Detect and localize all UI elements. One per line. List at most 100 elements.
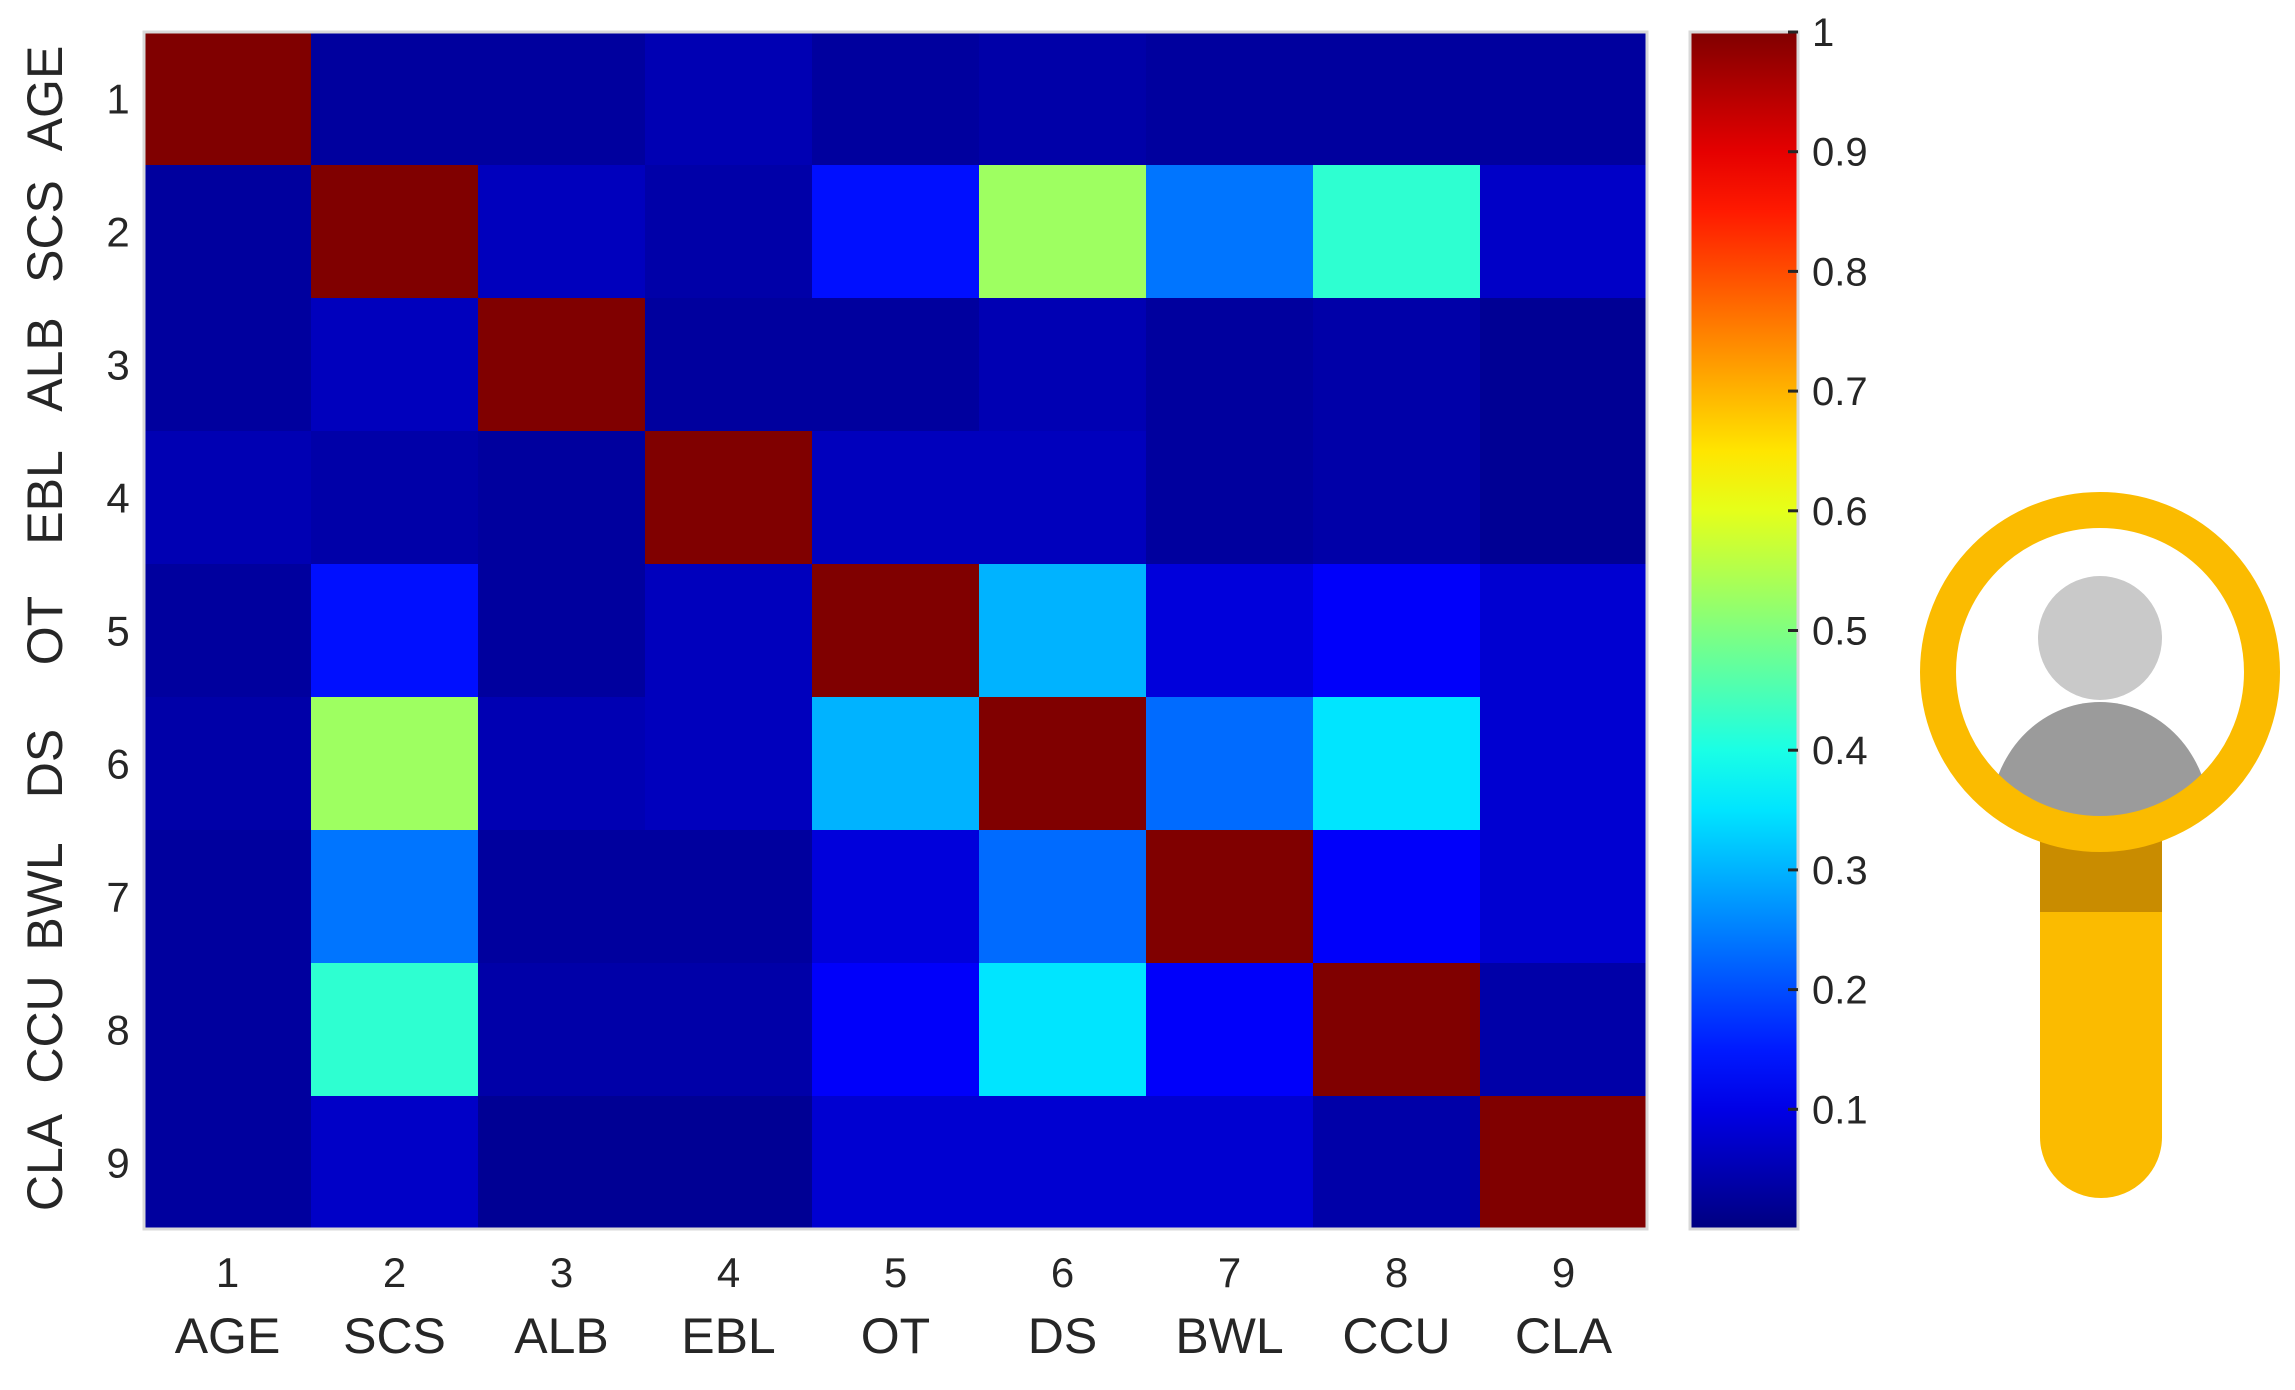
heatmap-cell-r1-c6 — [979, 32, 1147, 166]
heatmap-cell-r2-c2 — [311, 165, 479, 299]
heatmap-cell-r1-c4 — [645, 32, 813, 166]
x-tick-name: CCU — [1342, 1308, 1450, 1364]
heatmap-cell-r3-c3 — [478, 298, 646, 432]
magnifier-ring — [1920, 492, 2280, 852]
heatmap-cell-r7-c6 — [979, 830, 1147, 964]
x-tick-number: 6 — [1051, 1249, 1074, 1296]
y-tick-name: CCU — [17, 975, 73, 1083]
heatmap-cell-r4-c8 — [1313, 431, 1481, 565]
heatmap-cell-r9-c5 — [812, 1096, 980, 1230]
heatmap-cell-r2-c1 — [144, 165, 312, 299]
colorbar-tick-label: 0.8 — [1812, 250, 1868, 294]
x-tick-name: AGE — [175, 1308, 281, 1364]
heatmap-cell-r9-c9 — [1480, 1096, 1648, 1230]
heatmap-cell-r6-c2 — [311, 697, 479, 831]
y-tick-number: 4 — [106, 475, 129, 522]
y-tick-name: AGE — [17, 46, 73, 152]
magnifying-glass-person-icon — [1920, 492, 2280, 1198]
heatmap-cell-r6-c3 — [478, 697, 646, 831]
colorbar-tick-label: 0.6 — [1812, 490, 1868, 534]
colorbar-tick-label: 0.4 — [1812, 729, 1868, 773]
heatmap-cell-r3-c9 — [1480, 298, 1648, 432]
colorbar-tick-label: 0.2 — [1812, 969, 1868, 1013]
heatmap-cell-r3-c1 — [144, 298, 312, 432]
x-tick-number: 5 — [884, 1249, 907, 1296]
heatmap-cell-r9-c7 — [1146, 1096, 1314, 1230]
y-tick-name: SCS — [17, 180, 73, 283]
y-tick-number: 3 — [106, 342, 129, 389]
heatmap-cell-r3-c6 — [979, 298, 1147, 432]
heatmap-cell-r3-c8 — [1313, 298, 1481, 432]
x-tick-name: BWL — [1175, 1308, 1283, 1364]
heatmap-cell-r2-c8 — [1313, 165, 1481, 299]
colorbar-tick-label: 1 — [1812, 11, 1834, 55]
heatmap-cell-r3-c5 — [812, 298, 980, 432]
heatmap-cell-r2-c7 — [1146, 165, 1314, 299]
heatmap-cell-r2-c4 — [645, 165, 813, 299]
heatmap-cell-r8-c4 — [645, 963, 813, 1097]
heatmap-cell-r1-c1 — [144, 32, 312, 166]
heatmap-cell-r5-c2 — [311, 564, 479, 698]
person-head — [2038, 576, 2162, 700]
heatmap-cell-r7-c3 — [478, 830, 646, 964]
x-tick-number: 8 — [1385, 1249, 1408, 1296]
heatmap-cell-r6-c9 — [1480, 697, 1648, 831]
heatmap-cell-r9-c6 — [979, 1096, 1147, 1230]
y-tick-name: BWL — [17, 842, 73, 950]
heatmap-cell-r1-c9 — [1480, 32, 1648, 166]
colorbar-tick-label: 0.1 — [1812, 1088, 1868, 1132]
heatmap-cell-r7-c2 — [311, 830, 479, 964]
heatmap-cell-r9-c1 — [144, 1096, 312, 1230]
x-tick-number: 1 — [216, 1249, 239, 1296]
heatmap-cell-r7-c7 — [1146, 830, 1314, 964]
heatmap-cell-r5-c6 — [979, 564, 1147, 698]
colorbar-gradient — [1688, 30, 1800, 1231]
heatmap-cell-r1-c5 — [812, 32, 980, 166]
heatmap-cell-r8-c2 — [311, 963, 479, 1097]
heatmap-cell-r3-c7 — [1146, 298, 1314, 432]
heatmap-cell-r6-c5 — [812, 697, 980, 831]
y-axis-ticks: AGE 1 SCS 2 ALB 3 EBL 4 OT 5 DS 6 BWL 7 CCU 8 CLA 9 — [17, 46, 130, 1211]
x-tick-name: DS — [1028, 1308, 1097, 1364]
colorbar-tick-label: 0.3 — [1812, 849, 1868, 893]
heatmap-cell-r4-c2 — [311, 431, 479, 565]
heatmap-cells — [144, 32, 1648, 1230]
heatmap-cell-r7-c9 — [1480, 830, 1648, 964]
x-tick-name: ALB — [514, 1308, 609, 1364]
y-tick-number: 1 — [106, 76, 129, 123]
y-tick-name: ALB — [17, 317, 73, 412]
y-tick-name: EBL — [17, 450, 73, 545]
heatmap-cell-r8-c8 — [1313, 963, 1481, 1097]
x-tick-number: 9 — [1552, 1249, 1575, 1296]
y-tick-number: 5 — [106, 608, 129, 655]
heatmap-cell-r4-c9 — [1480, 431, 1648, 565]
y-tick-number: 8 — [106, 1007, 129, 1054]
heatmap-cell-r4-c3 — [478, 431, 646, 565]
heatmap-cell-r4-c5 — [812, 431, 980, 565]
heatmap-cell-r8-c5 — [812, 963, 980, 1097]
heatmap-cell-r5-c7 — [1146, 564, 1314, 698]
colorbar-tick-label: 0.7 — [1812, 370, 1868, 414]
heatmap-cell-r4-c1 — [144, 431, 312, 565]
x-tick-number: 3 — [550, 1249, 573, 1296]
y-tick-number: 7 — [106, 874, 129, 921]
heatmap-cell-r4-c6 — [979, 431, 1147, 565]
heatmap-cell-r5-c4 — [645, 564, 813, 698]
x-tick-name: OT — [861, 1308, 930, 1364]
heatmap-cell-r9-c2 — [311, 1096, 479, 1230]
y-tick-number: 9 — [106, 1140, 129, 1187]
heatmap-cell-r2-c6 — [979, 165, 1147, 299]
heatmap-cell-r7-c1 — [144, 830, 312, 964]
x-tick-name: CLA — [1515, 1308, 1613, 1364]
heatmap-cell-r6-c4 — [645, 697, 813, 831]
y-tick-name: DS — [17, 729, 73, 798]
y-tick-number: 6 — [106, 741, 129, 788]
plot-frame — [142, 30, 1649, 1231]
x-tick-number: 2 — [383, 1249, 406, 1296]
heatmap-cell-r7-c5 — [812, 830, 980, 964]
heatmap-cell-r4-c7 — [1146, 431, 1314, 565]
x-tick-number: 4 — [717, 1249, 740, 1296]
heatmap-cell-r9-c3 — [478, 1096, 646, 1230]
heatmap-cell-r8-c3 — [478, 963, 646, 1097]
